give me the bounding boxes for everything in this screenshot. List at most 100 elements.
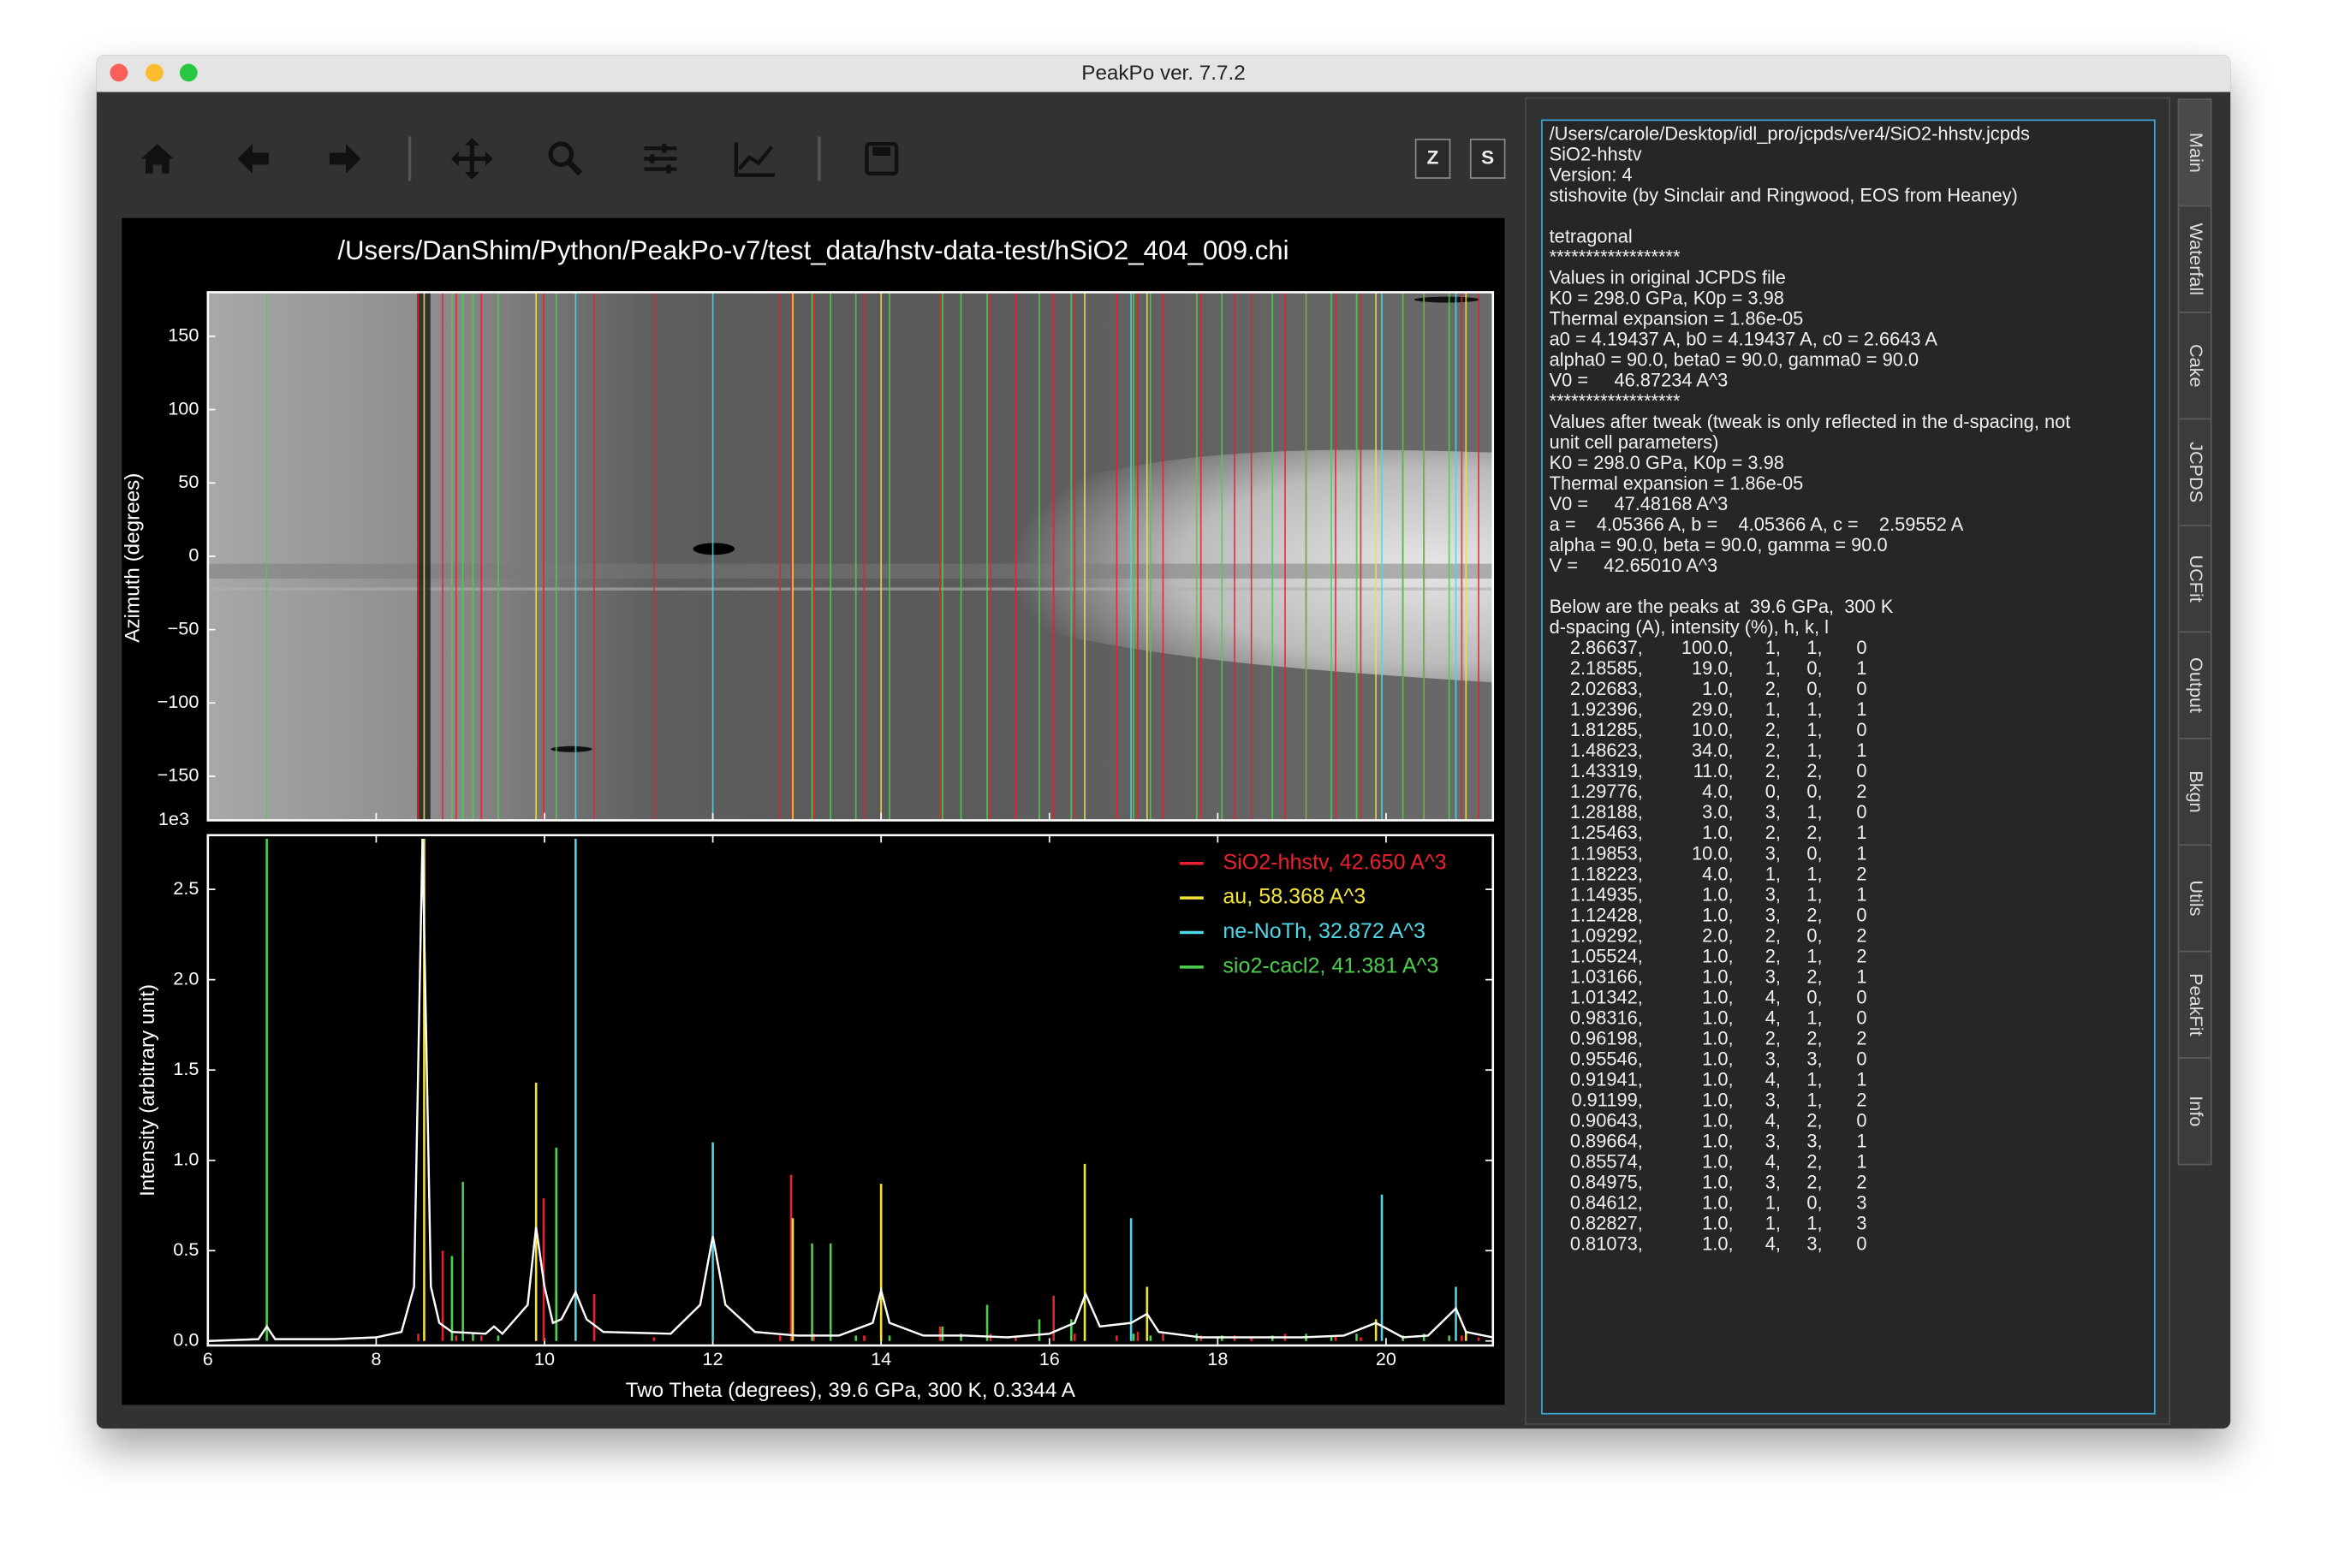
y-tick-label: 1.5 (173, 1058, 199, 1079)
zoom-tool-button[interactable] (548, 141, 583, 176)
x-tick-label: 16 (1039, 1348, 1060, 1369)
x-tick-label: 20 (1376, 1348, 1396, 1369)
peak-cell: 2.0, (1702, 924, 1733, 946)
cake-band (207, 563, 1493, 579)
button-label[interactable]: Z (1427, 146, 1439, 168)
cake-y-label: Azimuth (degrees) (122, 473, 145, 643)
peak-cell: 0, (1806, 842, 1822, 864)
tab-label[interactable]: Bkgn (2186, 770, 2207, 812)
minimize-button[interactable] (146, 63, 164, 82)
info-line: V0 = 46.87234 A^3 (1550, 370, 1729, 391)
peak-cell: 11.0, (1693, 760, 1734, 781)
peak-cell: 0.91941, (1570, 1069, 1643, 1090)
peak-cell: 1.0, (1702, 1172, 1733, 1193)
tab-label[interactable]: Waterfall (2186, 223, 2207, 295)
tab-label[interactable]: UCFit (2186, 555, 2207, 602)
peak-cell: 0 (1856, 637, 1866, 658)
peak-cell: 1.48623, (1570, 739, 1643, 761)
peak-cell: 2, (1765, 822, 1781, 843)
info-line: alpha0 = 90.0, beta0 = 90.0, gamma0 = 90… (1550, 349, 1919, 371)
peak-cell: 4, (1765, 1151, 1781, 1173)
home-button[interactable] (140, 144, 174, 174)
tab-label[interactable]: Main (2186, 133, 2207, 173)
peak-cell: 2.86637, (1570, 637, 1643, 658)
peak-cell: 0 (1856, 1048, 1866, 1069)
y-tick-label: 0.0 (173, 1328, 199, 1350)
x-axis-label: Two Theta (degrees), 39.6 GPa, 300 K, 0.… (626, 1379, 1076, 1402)
legend-label: ne-NoTh, 32.872 A^3 (1223, 919, 1425, 943)
tab[interactable] (2177, 844, 2212, 953)
peak-cell: 1.0, (1702, 1069, 1733, 1090)
back-button[interactable] (237, 144, 269, 174)
peak-cell: 1.05524, (1570, 945, 1643, 966)
info-line: Version: 4 (1550, 164, 1633, 186)
info-line: Values in original JCPDS file (1550, 267, 1786, 288)
tab[interactable] (2177, 950, 2212, 1059)
peak-cell: 2, (1765, 739, 1781, 761)
peak-cell: 1, (1765, 657, 1781, 679)
z-button[interactable]: Z (1414, 139, 1451, 179)
y-axis-label: Intensity (arbitrary unit) (136, 984, 159, 1197)
peak-cell: 1.01342, (1570, 986, 1643, 1007)
tab-label[interactable]: Output (2186, 657, 2207, 713)
peak-cell: 3, (1765, 1048, 1781, 1069)
tab[interactable] (2177, 1057, 2212, 1166)
y-tick-label: 1.0 (173, 1148, 199, 1169)
peak-cell: 1.09292, (1570, 924, 1643, 946)
cake-spot (551, 745, 592, 752)
tab-label[interactable]: JCPDS (2186, 442, 2207, 502)
info-text-box[interactable] (1541, 119, 2156, 1415)
peak-cell: 1.0, (1702, 1192, 1733, 1214)
peak-cell: 0, (1765, 781, 1781, 802)
peak-cell: 4, (1765, 986, 1781, 1007)
peak-cell: 3 (1856, 1192, 1866, 1214)
pan-button[interactable] (451, 138, 493, 180)
info-line: Values after tweak (tweak is only reflec… (1550, 411, 2071, 432)
peak-cell: 1, (1806, 863, 1822, 884)
peak-cell: 0.95546, (1570, 1048, 1643, 1069)
configure-button[interactable] (644, 144, 677, 174)
tab[interactable] (2177, 737, 2212, 846)
tab-label[interactable]: Info (2186, 1096, 2207, 1126)
tab[interactable] (2177, 98, 2212, 207)
peak-cell: 1, (1765, 1192, 1781, 1214)
cake-spot (1413, 296, 1480, 303)
tab-label[interactable]: PeakFit (2186, 973, 2207, 1036)
peak-cell: 1.0, (1702, 1151, 1733, 1173)
peak-cell: 1.0, (1702, 1027, 1733, 1048)
peak-cell: 1.0, (1702, 1007, 1733, 1028)
forward-button[interactable] (329, 144, 361, 174)
tab[interactable] (2177, 205, 2212, 313)
y-multiplier: 1e3 (158, 808, 189, 829)
button-label[interactable]: S (1481, 146, 1494, 168)
cake-spot (693, 543, 735, 555)
legend-label: SiO2-hhstv, 42.650 A^3 (1223, 850, 1446, 874)
s-button[interactable]: S (1469, 139, 1506, 179)
peak-cell: 2.02683, (1570, 678, 1643, 699)
peak-cell: 2, (1765, 945, 1781, 966)
peak-cell: 3, (1806, 1048, 1822, 1069)
info-line: alpha = 90.0, beta = 90.0, gamma = 90.0 (1550, 534, 1888, 555)
cake-y-tick-label: −150 (158, 764, 199, 786)
close-button[interactable] (110, 63, 128, 82)
peak-cell: 0, (1806, 657, 1822, 679)
tab[interactable] (2177, 631, 2212, 739)
axes-button[interactable] (734, 142, 775, 177)
peak-cell: 1, (1806, 1007, 1822, 1028)
tab-label[interactable]: Utils (2186, 880, 2207, 916)
peak-cell: 2, (1806, 1027, 1822, 1048)
tab[interactable] (2177, 525, 2212, 633)
peak-cell: 1 (1856, 657, 1866, 679)
tab-label[interactable]: Cake (2186, 344, 2207, 388)
peak-cell: 0.84612, (1570, 1192, 1643, 1214)
zoom-button[interactable] (179, 63, 198, 82)
peak-cell: 1, (1806, 637, 1822, 658)
peak-cell: 1, (1806, 1090, 1822, 1111)
peak-cell: 4, (1765, 1069, 1781, 1090)
peak-cell: 3, (1765, 965, 1781, 987)
peak-cell: 1, (1765, 637, 1781, 658)
peak-cell: 0.91199, (1571, 1090, 1642, 1111)
peak-cell: 1, (1806, 1069, 1822, 1090)
save-button[interactable] (865, 141, 899, 175)
